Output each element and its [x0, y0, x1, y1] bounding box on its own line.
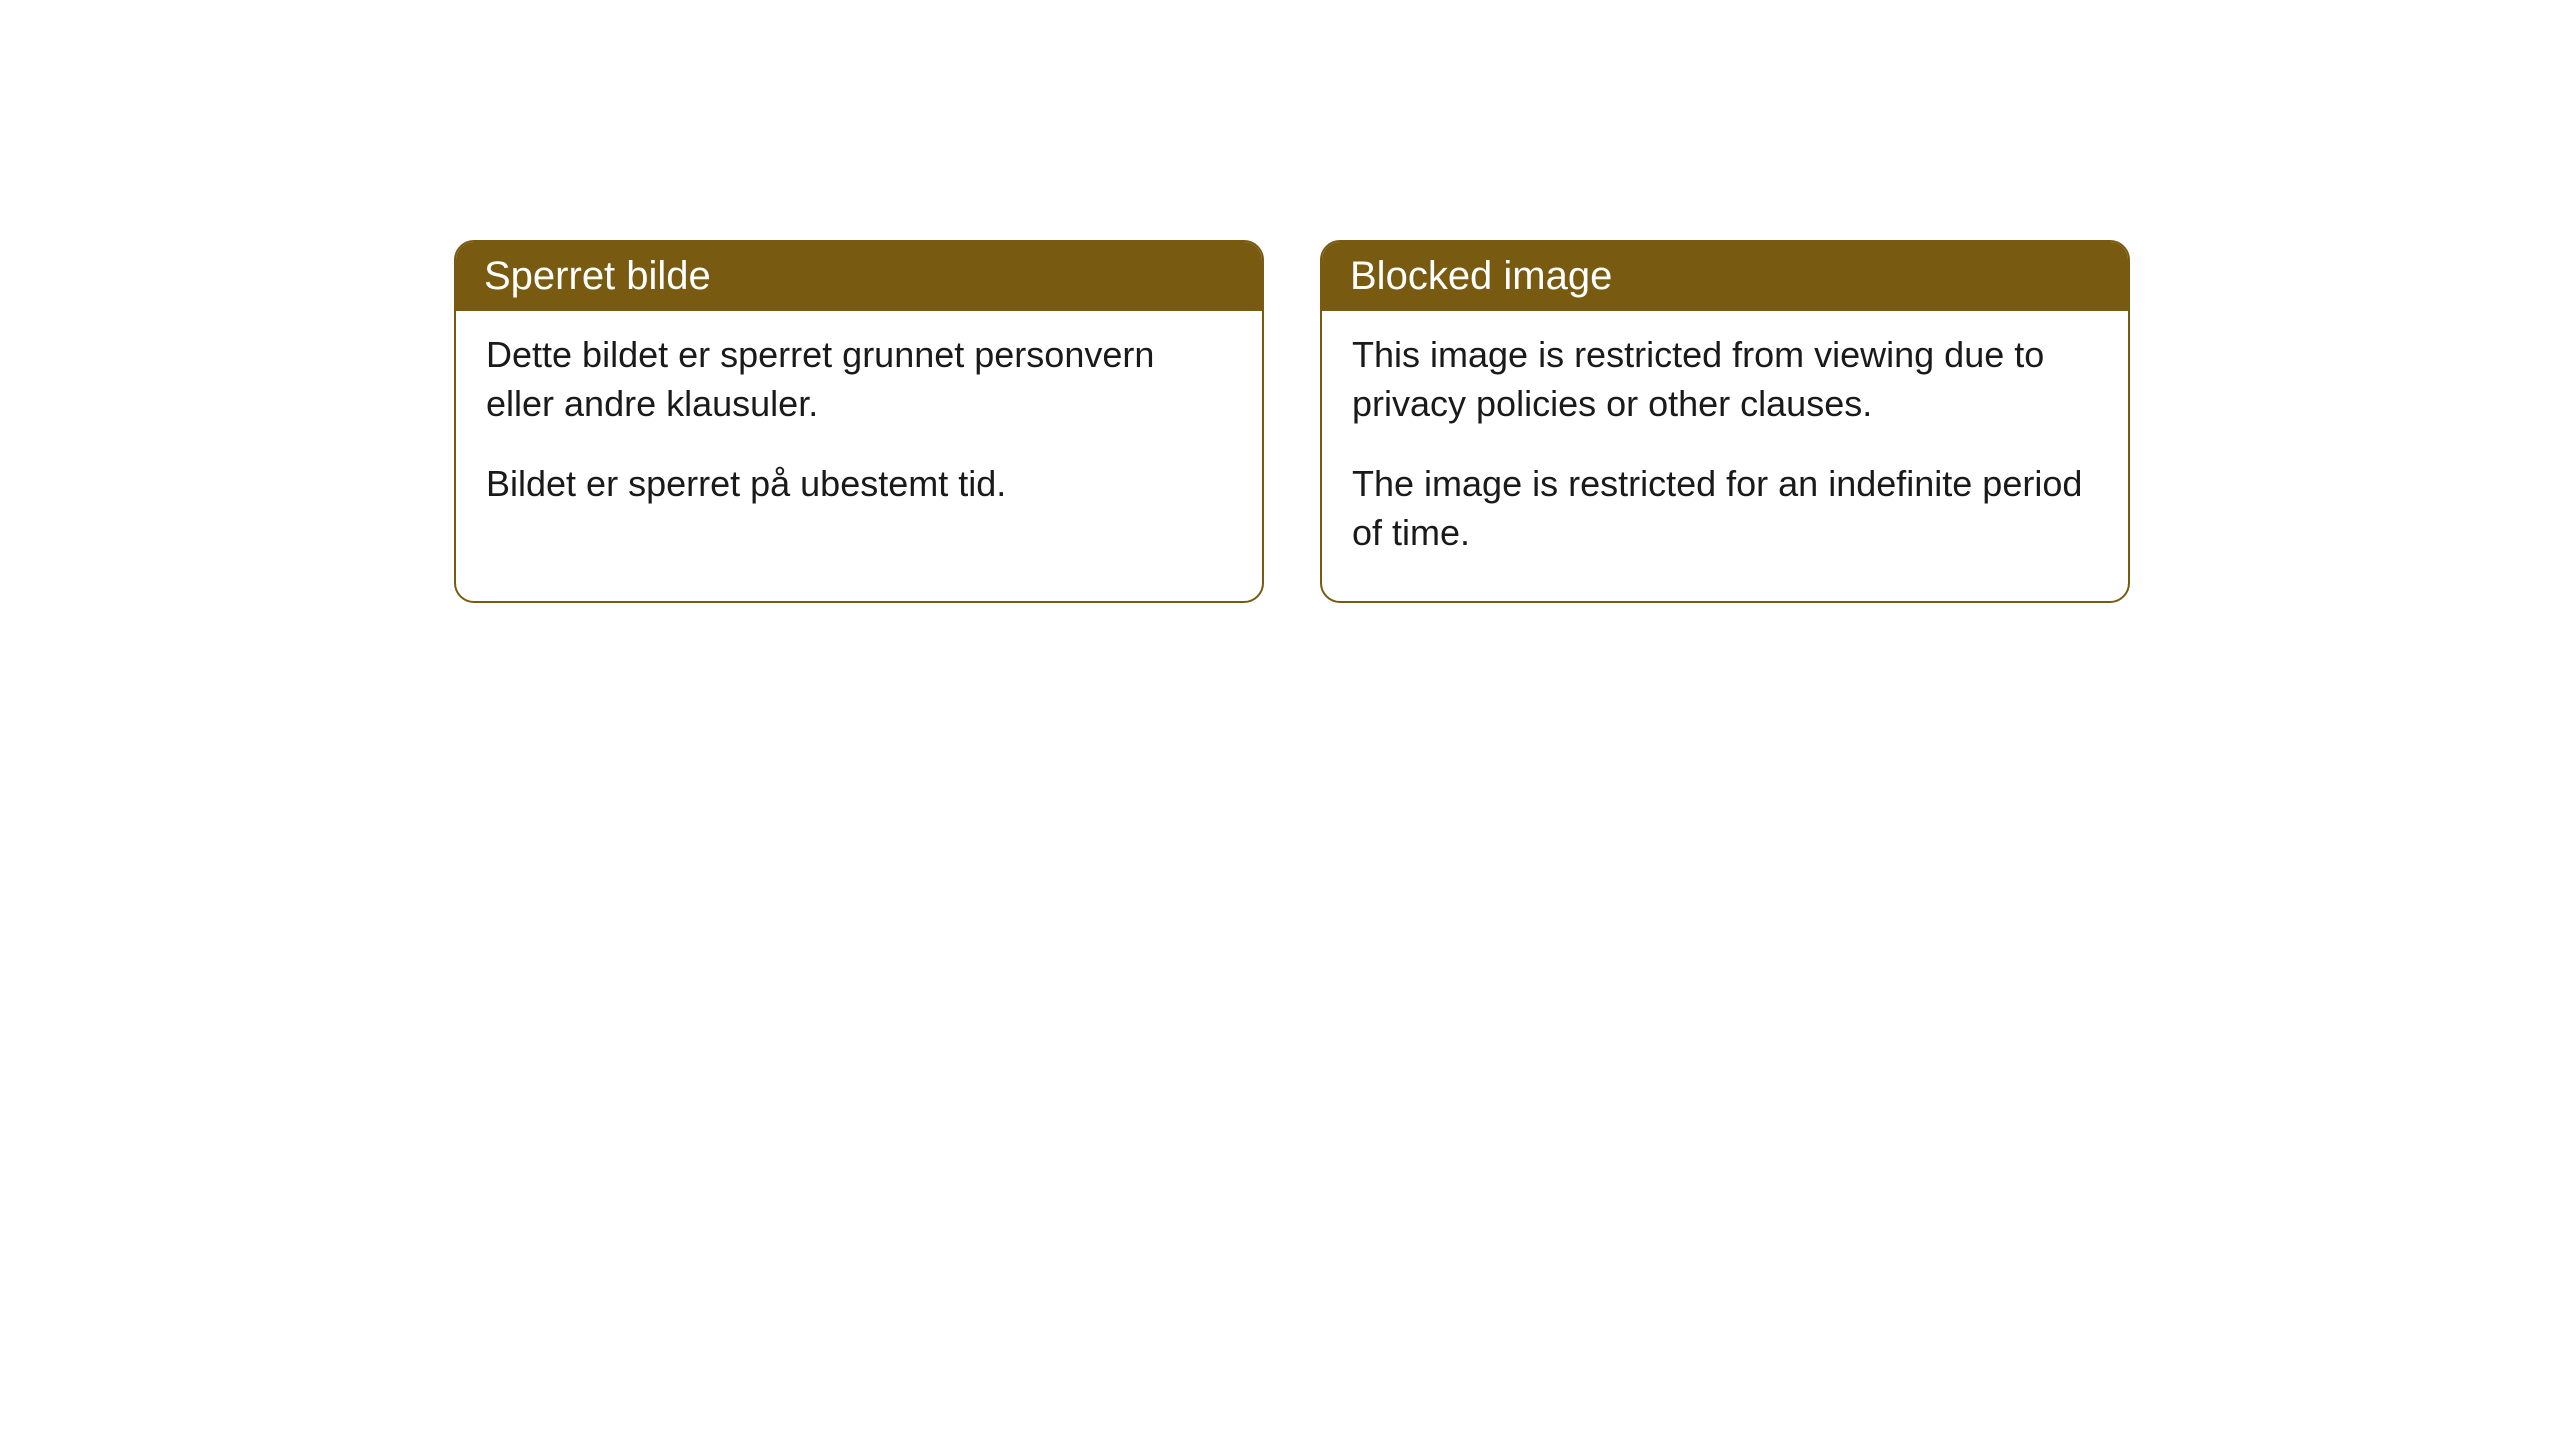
card-paragraph: Dette bildet er sperret grunnet personve…	[486, 331, 1232, 428]
card-body-norwegian: Dette bildet er sperret grunnet personve…	[456, 311, 1262, 553]
card-paragraph: The image is restricted for an indefinit…	[1352, 460, 2098, 557]
card-paragraph: This image is restricted from viewing du…	[1352, 331, 2098, 428]
cards-container: Sperret bilde Dette bildet er sperret gr…	[454, 240, 2560, 603]
card-norwegian: Sperret bilde Dette bildet er sperret gr…	[454, 240, 1264, 603]
card-header-english: Blocked image	[1322, 242, 2128, 311]
card-english: Blocked image This image is restricted f…	[1320, 240, 2130, 603]
card-paragraph: Bildet er sperret på ubestemt tid.	[486, 460, 1232, 509]
card-body-english: This image is restricted from viewing du…	[1322, 311, 2128, 601]
card-header-norwegian: Sperret bilde	[456, 242, 1262, 311]
